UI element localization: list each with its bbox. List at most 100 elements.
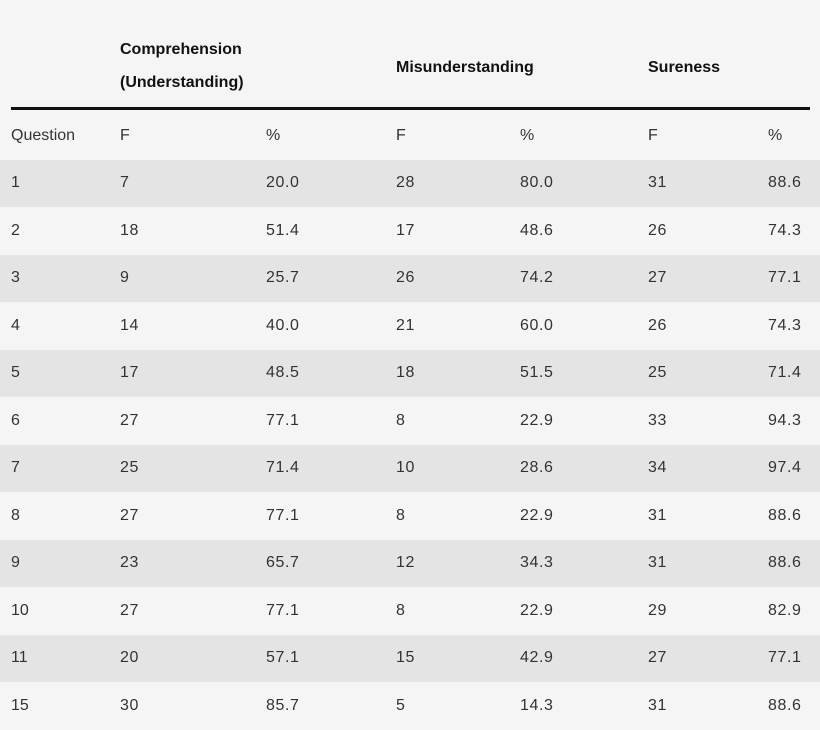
table-cell-misunderstanding-pct: 42.9 [520,634,648,682]
table-cell-comprehension-f: 27 [120,601,139,619]
table-row: 5 17 48.5 18 51.5 25 71.4 [0,349,820,397]
subheader-row: Question F% F% F% [0,112,820,160]
group-header-misunderstanding: Misunderstanding [396,59,534,76]
table-cell-misunderstanding-f: 18 [396,349,520,397]
table-cell-comprehension-pct: 85.7 [266,696,300,714]
table-cell-comprehension-pct: 77.1 [266,506,300,524]
table-cell-sureness-f: 27 [648,634,768,682]
table-row: 10 27 77.1 8 22.9 29 82.9 [0,587,820,635]
table-cell-sureness-f: 29 [648,601,667,619]
table-cell-question: 9 [0,539,120,587]
table-cell-comprehension-pct: 25.7 [266,254,396,302]
column-header-question: Question [11,126,76,144]
table-cell-comprehension-f: 25 [120,444,266,492]
group-header-sureness: Sureness [648,59,721,76]
table-cell-misunderstanding-pct: 60.0 [520,316,554,334]
table-cell-question: 6 [11,411,20,429]
group-header-comprehension: Comprehension (Understanding) [120,33,244,99]
group-header-comprehension-subtitle: (Understanding) [120,74,244,91]
group-header-comprehension-title: Comprehension [120,41,242,58]
column-header-comprehension-f: F [120,126,130,144]
table-cell-misunderstanding-pct: 74.2 [520,254,648,302]
table-cell-comprehension-pct: 71.4 [266,444,396,492]
table-cell-comprehension-f: 14 [120,316,139,334]
table-cell-misunderstanding-pct: 14.3 [520,696,554,714]
table-cell-comprehension-pct: 40.0 [266,316,300,334]
column-header-sureness-pct: % [768,126,783,144]
table-cell-question: 3 [0,254,120,302]
table-cell-sureness-pct: 74.3 [768,221,802,239]
table-cell-sureness-pct: 77.1 [768,634,820,682]
table-cell-misunderstanding-f: 5 [396,696,406,714]
table-cell-sureness-pct: 77.1 [768,254,820,302]
table-cell-misunderstanding-f: 21 [396,316,415,334]
table-cell-misunderstanding-f: 12 [396,539,520,587]
table-cell-comprehension-pct: 77.1 [266,411,300,429]
table-row: 11 20 57.1 15 42.9 27 77.1 [0,634,820,682]
table-body: 1 7 20.0 28 80.0 31 88.6 2 18 51.4 17 48.6 26 74.3 3 9 2… [0,159,820,730]
table-cell-sureness-f: 34 [648,444,768,492]
table-cell-comprehension-pct: 20.0 [266,159,396,207]
table-cell-comprehension-f: 30 [120,696,139,714]
table-cell-comprehension-f: 20 [120,634,266,682]
table-cell-sureness-f: 26 [648,316,667,334]
table-cell-misunderstanding-f: 15 [396,634,520,682]
table-cell-sureness-pct: 74.3 [768,316,802,334]
table-cell-comprehension-f: 9 [120,254,266,302]
table-cell-misunderstanding-pct: 48.6 [520,221,554,239]
table-cell-question: 1 [0,159,120,207]
table-cell-comprehension-f: 7 [120,159,266,207]
table-cell-sureness-f: 31 [648,696,667,714]
table-cell-sureness-f: 31 [648,506,667,524]
table-cell-comprehension-pct: 77.1 [266,601,300,619]
table-cell-sureness-f: 25 [648,349,768,397]
table-cell-misunderstanding-f: 28 [396,159,520,207]
table-cell-misunderstanding-pct: 51.5 [520,349,648,397]
table-row: 2 18 51.4 17 48.6 26 74.3 [0,207,820,255]
table-cell-sureness-pct: 88.6 [768,506,802,524]
column-header-comprehension-pct: % [266,126,281,144]
table-cell-misunderstanding-pct: 28.6 [520,444,648,492]
header-rule [11,107,810,110]
table-cell-comprehension-f: 27 [120,506,139,524]
table-cell-sureness-pct: 94.3 [768,411,802,429]
table-cell-comprehension-f: 17 [120,349,266,397]
table-cell-question: 5 [0,349,120,397]
table-cell-comprehension-pct: 51.4 [266,221,300,239]
table-cell-sureness-pct: 71.4 [768,349,820,397]
table-cell-sureness-f: 27 [648,254,768,302]
table-row: 1 7 20.0 28 80.0 31 88.6 [0,159,820,207]
table-cell-comprehension-f: 23 [120,539,266,587]
table-cell-sureness-f: 31 [648,539,768,587]
table-cell-question: 10 [11,601,29,619]
table-row: 15 30 85.7 5 14.3 31 88.6 [0,682,820,730]
table-cell-sureness-pct: 88.6 [768,696,802,714]
table-cell-comprehension-pct: 57.1 [266,634,396,682]
table-row: 6 27 77.1 8 22.9 33 94.3 [0,397,820,445]
table-row: 4 14 40.0 21 60.0 26 74.3 [0,302,820,350]
table-cell-misunderstanding-pct: 22.9 [520,601,554,619]
table-cell-sureness-f: 33 [648,411,667,429]
table-cell-comprehension-pct: 48.5 [266,349,396,397]
table-cell-sureness-pct: 97.4 [768,444,820,492]
table-cell-sureness-f: 31 [648,159,768,207]
data-table: Question F% F% F% 1 7 20.0 28 80.0 31 88.6 2 18 51.4… [0,112,820,730]
table-cell-misunderstanding-pct: 34.3 [520,539,648,587]
table-cell-misunderstanding-pct: 22.9 [520,411,554,429]
table-cell-question: 8 [11,506,20,524]
table-cell-comprehension-f: 18 [120,221,139,239]
table-cell-misunderstanding-pct: 80.0 [520,159,648,207]
column-header-misunderstanding-pct: % [520,126,535,144]
table-row: 3 9 25.7 26 74.2 27 77.1 [0,254,820,302]
table-cell-sureness-f: 26 [648,221,667,239]
table-cell-misunderstanding-f: 8 [396,506,406,524]
table-cell-misunderstanding-pct: 22.9 [520,506,554,524]
table-cell-question: 15 [11,696,29,714]
table-cell-question: 2 [11,221,20,239]
table-cell-sureness-pct: 88.6 [768,159,820,207]
table-cell-misunderstanding-f: 10 [396,444,520,492]
table-cell-misunderstanding-f: 26 [396,254,520,302]
table-row: 8 27 77.1 8 22.9 31 88.6 [0,492,820,540]
table-cell-comprehension-pct: 65.7 [266,539,396,587]
